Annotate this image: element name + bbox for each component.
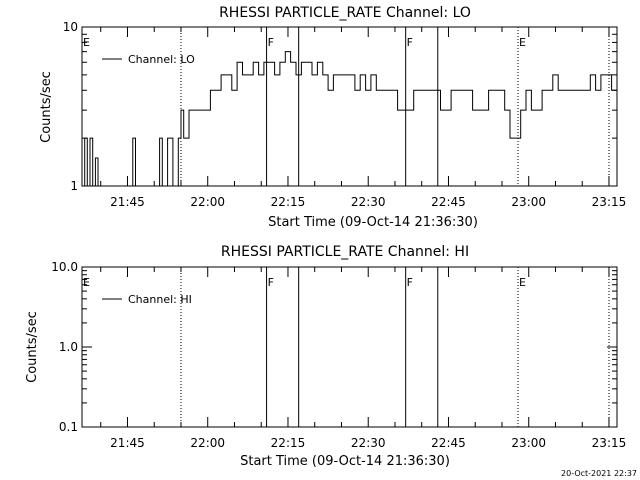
x-tick-label: 22:15 [271,195,306,209]
series-layer [82,51,617,187]
event-marker-label: F [407,276,413,289]
event-marker-label: F [268,36,274,49]
y-axis-label: Counts/sec [39,71,54,143]
x-tick-label: 22:15 [271,436,306,450]
y-axis: 0.1 1.0 10.0 [51,260,617,434]
y-axis: 1 10 [63,20,617,193]
generation-timestamp: 20-Oct-2021 22:37 [561,469,637,478]
panel-hi: RHESSI PARTICLE_RATE Channel: HI 0.1 1.0 1… [25,244,626,469]
x-tick-label: 21:45 [110,195,145,209]
plot-frame [81,26,618,187]
legend-entry: Channel: HI [128,293,192,306]
plot-frame [81,266,618,428]
x-tick-label: 23:15 [592,195,627,209]
x-tick-label: 22:30 [351,436,386,450]
x-axis: 21:45 22:00 22:15 22:30 22:45 23:00 23:15 [100,267,627,450]
x-tick-label: 22:45 [431,436,466,450]
event-marker-label: E [83,36,90,49]
chart-title: RHESSI PARTICLE_RATE Channel: HI [221,244,469,260]
x-tick-label: 23:15 [592,436,627,450]
event-marker-label: E [83,276,90,289]
x-tick-label: 22:00 [190,195,225,209]
y-tick-label: 1.0 [59,340,78,354]
x-tick-label: 22:30 [351,195,386,209]
x-axis: 21:45 22:00 22:15 22:30 22:45 23:00 23:15 [100,27,627,209]
legend: Channel: HI [102,293,192,306]
event-marker-label: E [519,276,526,289]
legend: Channel: LO [102,53,195,66]
event-marker-label: F [268,276,274,289]
y-tick-label: 0.1 [59,420,78,434]
event-marker-label: E [519,36,526,49]
x-axis-label: Start Time (09-Oct-14 21:36:30) [268,215,478,230]
x-tick-label: 22:00 [190,436,225,450]
y-tick-label: 10.0 [51,260,78,274]
y-axis-label: Counts/sec [25,311,40,383]
x-tick-label: 23:00 [511,436,546,450]
panel-lo: RHESSI PARTICLE_RATE Channel: LO 1 10 21:… [39,5,626,230]
x-tick-label: 23:00 [511,195,546,209]
x-tick-label: 21:45 [110,436,145,450]
legend-entry: Channel: LO [128,53,195,66]
y-tick-label: 10 [63,20,78,34]
y-tick-label: 1 [70,179,78,193]
x-tick-label: 22:45 [431,195,466,209]
series-line [82,51,617,187]
event-marker-label: F [407,36,413,49]
x-axis-label: Start Time (09-Oct-14 21:36:30) [240,454,450,469]
chart-title: RHESSI PARTICLE_RATE Channel: LO [219,5,471,21]
